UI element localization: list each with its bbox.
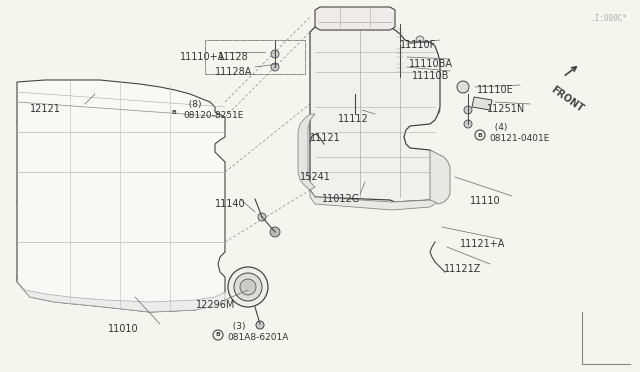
Text: 081A8-6201A: 081A8-6201A	[227, 334, 289, 343]
Circle shape	[271, 63, 279, 71]
Circle shape	[67, 234, 123, 290]
Text: 11110E: 11110E	[477, 85, 514, 95]
Text: 08120-8251E: 08120-8251E	[183, 110, 243, 119]
Circle shape	[432, 106, 440, 114]
Circle shape	[112, 237, 168, 293]
Circle shape	[464, 120, 472, 128]
Circle shape	[240, 279, 256, 295]
Circle shape	[344, 10, 360, 26]
Circle shape	[170, 252, 200, 282]
Circle shape	[159, 161, 191, 193]
Circle shape	[270, 227, 280, 237]
Text: 15241: 15241	[300, 172, 331, 182]
Circle shape	[17, 272, 27, 282]
Circle shape	[17, 117, 27, 127]
Text: 11110BA: 11110BA	[409, 59, 453, 69]
Circle shape	[326, 182, 334, 190]
Polygon shape	[17, 282, 225, 312]
Polygon shape	[310, 27, 440, 202]
Text: 11128: 11128	[218, 52, 249, 62]
Text: 11121Z: 11121Z	[444, 264, 481, 274]
Circle shape	[118, 243, 162, 287]
Circle shape	[396, 38, 404, 46]
Circle shape	[153, 155, 197, 199]
Polygon shape	[472, 97, 492, 110]
Circle shape	[73, 240, 117, 284]
Circle shape	[234, 273, 262, 301]
Circle shape	[457, 81, 469, 93]
Text: FRONT: FRONT	[549, 84, 585, 113]
Text: .I:000C*: .I:000C*	[590, 14, 627, 23]
Polygon shape	[298, 114, 315, 190]
Circle shape	[163, 245, 207, 289]
Circle shape	[326, 32, 334, 40]
Text: (3): (3)	[227, 323, 246, 331]
Circle shape	[399, 174, 411, 186]
Text: 11112: 11112	[338, 114, 369, 124]
Text: 11110B: 11110B	[412, 71, 449, 81]
Text: 11110F: 11110F	[400, 40, 436, 50]
Polygon shape	[310, 190, 440, 210]
Circle shape	[311, 106, 319, 114]
Polygon shape	[430, 150, 450, 204]
Circle shape	[347, 13, 357, 23]
Circle shape	[364, 173, 376, 185]
Circle shape	[228, 267, 268, 307]
Circle shape	[464, 106, 472, 114]
Circle shape	[256, 321, 264, 329]
Text: 11140: 11140	[215, 199, 246, 209]
Polygon shape	[315, 7, 395, 30]
Text: 11128A: 11128A	[215, 67, 252, 77]
Circle shape	[157, 239, 213, 295]
Circle shape	[271, 50, 279, 58]
Text: 12121: 12121	[30, 104, 61, 114]
Circle shape	[376, 185, 384, 193]
Text: 11110: 11110	[470, 196, 500, 206]
Text: 11110+A: 11110+A	[180, 52, 225, 62]
Circle shape	[125, 250, 155, 280]
Text: 12296M: 12296M	[196, 300, 236, 310]
Circle shape	[350, 109, 360, 119]
Text: (4): (4)	[489, 122, 508, 131]
Circle shape	[74, 156, 106, 188]
Text: 11251N: 11251N	[487, 104, 525, 114]
Circle shape	[68, 150, 112, 194]
Circle shape	[416, 36, 424, 44]
Circle shape	[416, 185, 424, 193]
Circle shape	[205, 275, 215, 285]
Circle shape	[205, 119, 215, 129]
Circle shape	[111, 153, 155, 197]
Circle shape	[80, 247, 110, 277]
Text: B: B	[477, 132, 483, 138]
Text: B: B	[216, 333, 220, 337]
Circle shape	[396, 58, 404, 66]
Polygon shape	[17, 80, 225, 312]
Circle shape	[17, 197, 27, 207]
Circle shape	[117, 159, 149, 191]
Circle shape	[376, 32, 384, 40]
Circle shape	[258, 213, 266, 221]
Circle shape	[334, 171, 346, 183]
Text: 11012G: 11012G	[322, 194, 360, 204]
Text: 11121: 11121	[310, 133, 340, 143]
Text: (8): (8)	[183, 99, 202, 109]
Text: 08121-0401E: 08121-0401E	[489, 134, 549, 142]
Circle shape	[205, 199, 215, 209]
Text: 11010: 11010	[108, 324, 139, 334]
Text: 11121+A: 11121+A	[460, 239, 506, 249]
Text: B: B	[172, 109, 177, 115]
Circle shape	[396, 73, 404, 81]
